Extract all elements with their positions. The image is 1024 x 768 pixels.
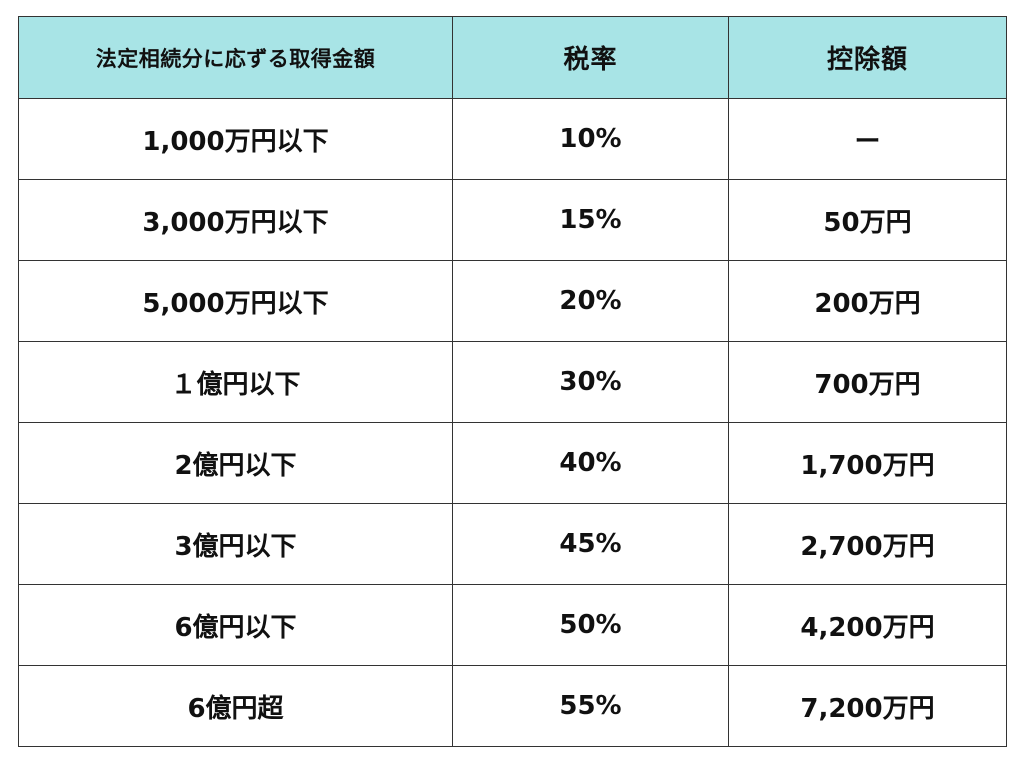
cell-deduction: 2,700万円 xyxy=(728,503,1007,585)
cell-tax-rate: 40% xyxy=(452,422,729,504)
cell-tax-rate: 15% xyxy=(452,179,729,261)
cell-taxable-amount: 1,000万円以下 xyxy=(18,98,453,180)
cell-deduction: 200万円 xyxy=(728,260,1007,342)
cell-taxable-amount: 3億円以下 xyxy=(18,503,453,585)
table-row: 5,000万円以下 20% 200万円 xyxy=(18,260,1007,342)
cell-deduction: 50万円 xyxy=(728,179,1007,261)
cell-taxable-amount: 3,000万円以下 xyxy=(18,179,453,261)
cell-tax-rate: 20% xyxy=(452,260,729,342)
cell-tax-rate: 45% xyxy=(452,503,729,585)
table-row: 1,000万円以下 10% ー xyxy=(18,98,1007,180)
cell-deduction: 4,200万円 xyxy=(728,584,1007,666)
cell-taxable-amount: 6億円超 xyxy=(18,665,453,747)
cell-taxable-amount: 2億円以下 xyxy=(18,422,453,504)
cell-deduction: ー xyxy=(728,98,1007,180)
cell-deduction: 1,700万円 xyxy=(728,422,1007,504)
table-header-row: 法定相続分に応ずる取得金額 税率 控除額 xyxy=(18,16,1007,99)
cell-taxable-amount: 6億円以下 xyxy=(18,584,453,666)
cell-tax-rate: 10% xyxy=(452,98,729,180)
table-row: 6億円以下 50% 4,200万円 xyxy=(18,584,1007,666)
cell-tax-rate: 30% xyxy=(452,341,729,423)
table-row: 3,000万円以下 15% 50万円 xyxy=(18,179,1007,261)
tax-rate-table-container: 法定相続分に応ずる取得金額 税率 控除額 1,000万円以下 10% ー 3,0… xyxy=(18,16,1007,747)
cell-tax-rate: 50% xyxy=(452,584,729,666)
table-row: 3億円以下 45% 2,700万円 xyxy=(18,503,1007,585)
tax-rate-table: 法定相続分に応ずる取得金額 税率 控除額 1,000万円以下 10% ー 3,0… xyxy=(18,16,1007,747)
header-tax-rate: 税率 xyxy=(452,16,729,99)
header-taxable-amount: 法定相続分に応ずる取得金額 xyxy=(18,16,453,99)
table-row: 6億円超 55% 7,200万円 xyxy=(18,665,1007,747)
table-row: 2億円以下 40% 1,700万円 xyxy=(18,422,1007,504)
cell-deduction: 7,200万円 xyxy=(728,665,1007,747)
cell-taxable-amount: 5,000万円以下 xyxy=(18,260,453,342)
cell-taxable-amount: １億円以下 xyxy=(18,341,453,423)
cell-tax-rate: 55% xyxy=(452,665,729,747)
table-row: １億円以下 30% 700万円 xyxy=(18,341,1007,423)
cell-deduction: 700万円 xyxy=(728,341,1007,423)
header-deduction: 控除額 xyxy=(728,16,1007,99)
